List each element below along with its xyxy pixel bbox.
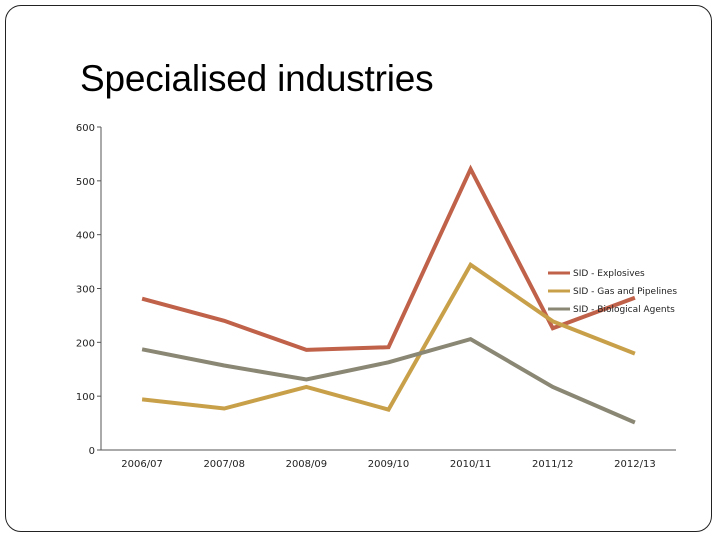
- x-tick-label: 2007/08: [203, 459, 245, 470]
- x-tick-label: 2011/12: [532, 459, 574, 470]
- legend-label: SID - Gas and Pipelines: [573, 287, 677, 297]
- chart-series: [141, 164, 636, 425]
- x-tick-label: 2006/07: [121, 459, 163, 470]
- series-line-2: [141, 336, 636, 425]
- y-tick-label: 500: [76, 177, 95, 188]
- chart-legend: SID - Explosives SID - Gas and Pipelines S…: [548, 269, 677, 315]
- x-tick-label: 2009/10: [368, 459, 410, 470]
- slide-title: Specialised industries: [80, 58, 434, 99]
- x-tick-label: 2010/11: [450, 459, 492, 470]
- y-tick-label: 300: [76, 285, 95, 296]
- series-line-0: [141, 164, 636, 352]
- y-tick-label: 600: [76, 123, 95, 134]
- y-tick-label: 200: [76, 338, 95, 349]
- slide-frame: [5, 5, 712, 532]
- chart-axes: 0 100 200 300 400 500 600 2006/07 2007/08 2008/09…: [76, 123, 676, 470]
- x-tick-label: 2008/09: [286, 459, 328, 470]
- y-tick-label: 400: [76, 231, 95, 242]
- y-tick-label: 0: [89, 446, 95, 457]
- series-line-1: [141, 261, 636, 412]
- legend-label: SID - Biological Agents: [573, 305, 675, 315]
- legend-label: SID - Explosives: [573, 269, 645, 279]
- y-tick-label: 100: [76, 392, 95, 403]
- x-tick-label: 2012/13: [614, 459, 656, 470]
